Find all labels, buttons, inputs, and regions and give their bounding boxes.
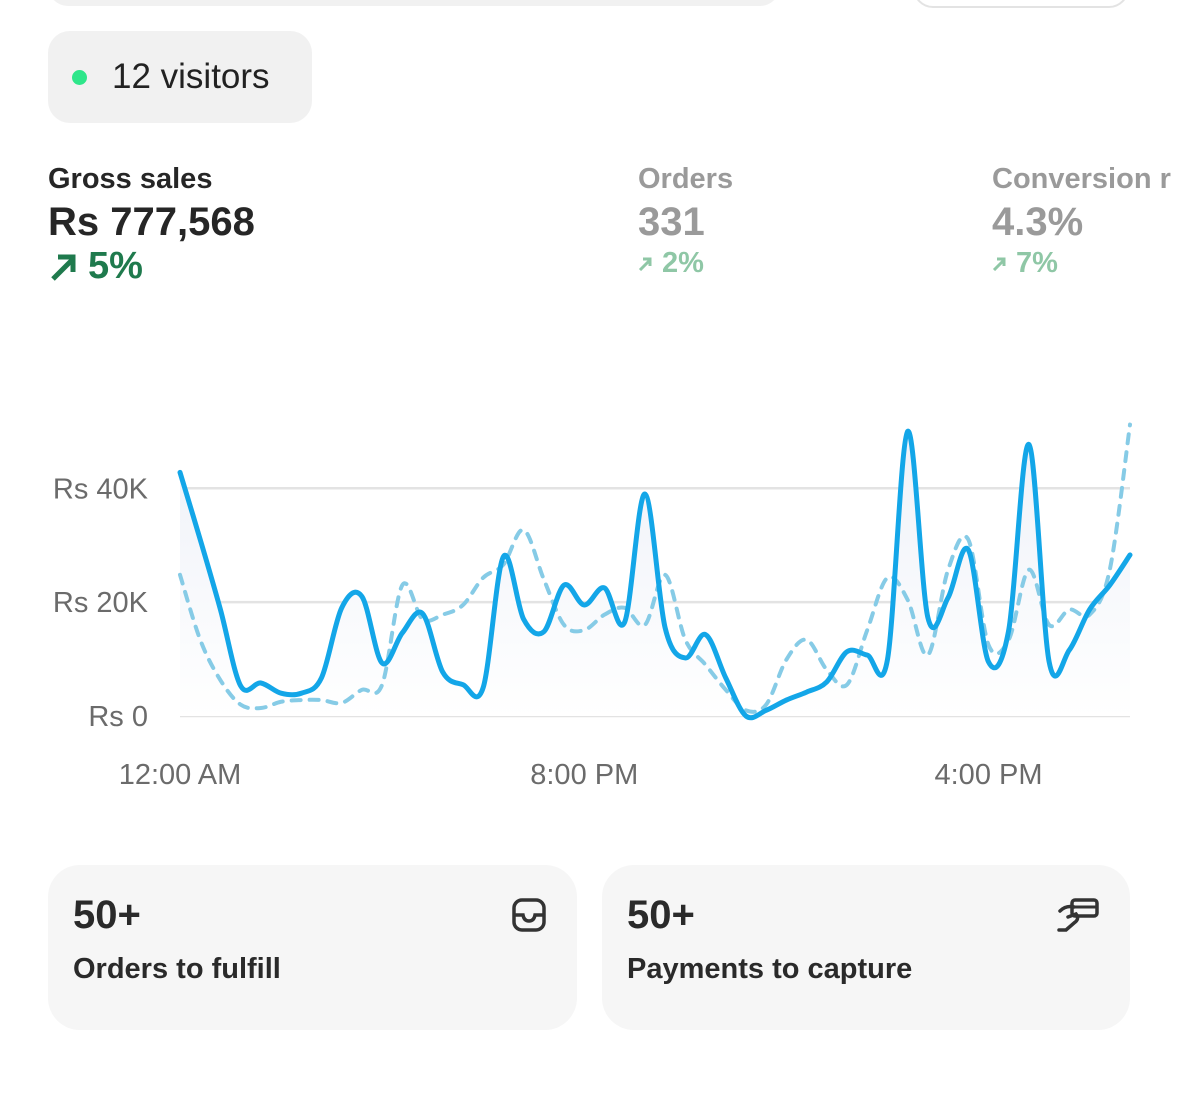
date-range-button[interactable] bbox=[913, 0, 1129, 8]
x-tick-label: 8:00 PM bbox=[530, 759, 638, 791]
metric-label: Conversion r bbox=[992, 163, 1171, 195]
metric-value: 331 bbox=[638, 200, 705, 244]
visitors-label: 12 visitors bbox=[112, 57, 270, 96]
x-tick-label: 4:00 PM bbox=[935, 759, 1043, 791]
payments-to-capture-card[interactable]: 50+ Payments to capture bbox=[602, 865, 1130, 1030]
arrow-up-right-icon bbox=[51, 254, 76, 281]
sales-chart[interactable]: Rs 0 Rs 20K Rs 40K 12:00 AM 8:00 PM 4:00 PM bbox=[0, 400, 1179, 820]
current-series-line bbox=[177, 428, 1133, 721]
live-dot-icon bbox=[72, 69, 87, 85]
card-count: 50+ bbox=[73, 893, 141, 937]
y-tick-label: Rs 0 bbox=[88, 701, 148, 733]
arrow-up-right-icon bbox=[992, 257, 1006, 271]
area-fill bbox=[180, 431, 1130, 718]
metric-orders[interactable]: Orders 331 2% bbox=[638, 163, 733, 280]
orders-to-fulfill-card[interactable]: 50+ Orders to fulfill bbox=[48, 865, 577, 1030]
hand-card-icon bbox=[1057, 898, 1099, 932]
card-label: Orders to fulfill bbox=[73, 953, 281, 985]
metric-value: 4.3% bbox=[992, 200, 1084, 244]
y-tick-label: Rs 20K bbox=[53, 587, 149, 619]
card-label: Payments to capture bbox=[627, 953, 913, 985]
live-visitors-badge[interactable]: 12 visitors bbox=[48, 31, 312, 123]
metric-gross-sales[interactable]: Gross sales Rs 777,568 5% bbox=[48, 163, 255, 288]
x-tick-label: 12:00 AM bbox=[119, 759, 242, 791]
metric-value: Rs 777,568 bbox=[48, 200, 255, 244]
metric-label: Gross sales bbox=[48, 163, 213, 195]
arrow-up-right-icon bbox=[638, 257, 652, 271]
metric-change: 2% bbox=[662, 247, 704, 279]
metric-change: 5% bbox=[88, 245, 143, 287]
metric-label: Orders bbox=[638, 163, 734, 195]
metric-change: 7% bbox=[1016, 247, 1058, 279]
search-bar[interactable] bbox=[48, 0, 780, 6]
card-count: 50+ bbox=[627, 893, 695, 937]
inbox-icon bbox=[512, 898, 546, 932]
y-tick-label: Rs 40K bbox=[53, 473, 149, 505]
metric-conversion[interactable]: Conversion r 4.3% 7% bbox=[992, 163, 1171, 280]
